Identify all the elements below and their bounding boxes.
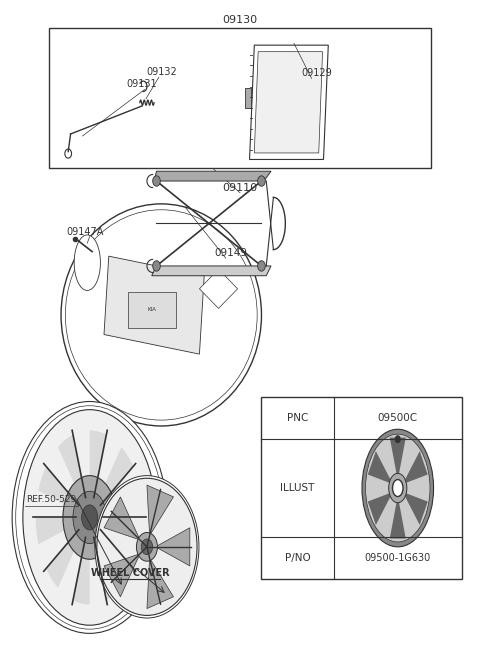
Polygon shape bbox=[368, 492, 393, 525]
Ellipse shape bbox=[23, 409, 156, 625]
Polygon shape bbox=[38, 466, 73, 508]
Polygon shape bbox=[147, 558, 173, 609]
Polygon shape bbox=[106, 527, 141, 569]
FancyBboxPatch shape bbox=[49, 28, 431, 168]
Text: REF.50-529: REF.50-529 bbox=[26, 495, 77, 504]
Polygon shape bbox=[368, 451, 393, 484]
Circle shape bbox=[89, 247, 98, 259]
Polygon shape bbox=[36, 518, 71, 544]
Polygon shape bbox=[109, 491, 144, 518]
Text: 09147A: 09147A bbox=[66, 227, 104, 237]
Ellipse shape bbox=[73, 491, 107, 544]
Ellipse shape bbox=[366, 434, 430, 542]
Polygon shape bbox=[152, 266, 271, 276]
Circle shape bbox=[153, 260, 160, 271]
Text: 09129: 09129 bbox=[301, 68, 332, 78]
Polygon shape bbox=[58, 435, 84, 492]
Polygon shape bbox=[154, 171, 271, 181]
Circle shape bbox=[141, 539, 153, 555]
Text: 09131: 09131 bbox=[127, 79, 157, 89]
Polygon shape bbox=[403, 492, 428, 525]
Polygon shape bbox=[104, 256, 204, 354]
Polygon shape bbox=[156, 528, 190, 566]
Polygon shape bbox=[390, 496, 406, 539]
Ellipse shape bbox=[82, 505, 98, 530]
Circle shape bbox=[396, 436, 400, 442]
Text: WHEEL COVER: WHEEL COVER bbox=[91, 568, 169, 578]
Ellipse shape bbox=[74, 235, 100, 291]
Circle shape bbox=[258, 260, 265, 271]
Ellipse shape bbox=[63, 476, 116, 560]
Ellipse shape bbox=[389, 474, 407, 502]
Ellipse shape bbox=[362, 429, 433, 547]
Text: 09130: 09130 bbox=[222, 14, 258, 25]
Ellipse shape bbox=[65, 210, 257, 420]
Polygon shape bbox=[104, 497, 140, 540]
Circle shape bbox=[136, 533, 157, 561]
Polygon shape bbox=[101, 447, 133, 499]
Ellipse shape bbox=[12, 401, 167, 634]
Polygon shape bbox=[46, 536, 78, 588]
Text: 09500C: 09500C bbox=[378, 413, 418, 422]
Text: ILLUST: ILLUST bbox=[280, 483, 315, 493]
FancyBboxPatch shape bbox=[128, 292, 176, 328]
Ellipse shape bbox=[61, 204, 262, 426]
Text: P/NO: P/NO bbox=[285, 554, 311, 564]
Circle shape bbox=[258, 176, 265, 186]
Polygon shape bbox=[104, 554, 140, 597]
Polygon shape bbox=[250, 45, 328, 159]
Text: 09132: 09132 bbox=[146, 67, 177, 77]
Ellipse shape bbox=[393, 480, 403, 497]
Polygon shape bbox=[73, 547, 90, 604]
Polygon shape bbox=[254, 52, 323, 153]
Text: PNC: PNC bbox=[287, 413, 308, 422]
Polygon shape bbox=[90, 430, 107, 487]
Polygon shape bbox=[390, 438, 406, 480]
Text: 09110: 09110 bbox=[222, 182, 258, 193]
Circle shape bbox=[65, 149, 72, 158]
Text: 09500-1G630: 09500-1G630 bbox=[365, 554, 431, 564]
Ellipse shape bbox=[95, 476, 199, 618]
Polygon shape bbox=[147, 485, 173, 536]
FancyBboxPatch shape bbox=[245, 89, 251, 108]
Circle shape bbox=[153, 176, 160, 186]
Text: KIA: KIA bbox=[147, 306, 156, 312]
Ellipse shape bbox=[16, 405, 164, 629]
Polygon shape bbox=[403, 451, 428, 484]
Polygon shape bbox=[96, 543, 121, 600]
Text: 09149: 09149 bbox=[214, 248, 247, 258]
FancyBboxPatch shape bbox=[262, 397, 462, 579]
Polygon shape bbox=[199, 269, 238, 308]
Ellipse shape bbox=[97, 478, 197, 615]
